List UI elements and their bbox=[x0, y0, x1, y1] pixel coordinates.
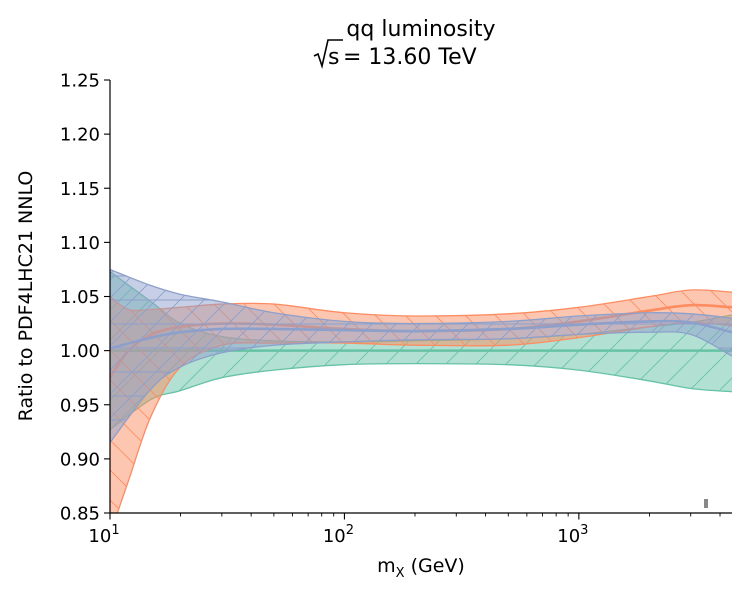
chart-title-line1: qq luminosity bbox=[346, 17, 495, 42]
blue-band-upper bbox=[110, 268, 732, 325]
y-axis-ticks: 0.85 0.90 0.95 1.00 1.05 1.10 1.15 1.20 1.25 bbox=[60, 71, 110, 525]
plot-area bbox=[110, 268, 732, 513]
blue-band-hatch bbox=[110, 269, 732, 443]
x-tick-label: 102 bbox=[323, 523, 354, 547]
chart-title-line2: s = 13.60 TeV bbox=[313, 39, 477, 70]
sqrt-symbol bbox=[313, 39, 343, 69]
corner-marker bbox=[704, 499, 708, 508]
blue-series bbox=[110, 268, 732, 444]
x-tick-label: 101 bbox=[88, 523, 119, 547]
x-axis-ticks: 101 102 103 bbox=[88, 513, 721, 547]
x-axis-label: mX (GeV) bbox=[377, 555, 465, 581]
y-tick-label: 1.15 bbox=[60, 179, 100, 200]
y-tick-label: 1.05 bbox=[60, 287, 100, 308]
y-tick-label: 1.00 bbox=[60, 341, 100, 362]
y-tick-label: 1.25 bbox=[60, 71, 100, 92]
x-tick-label: 103 bbox=[557, 523, 588, 547]
y-tick-label: 0.95 bbox=[60, 395, 100, 416]
y-axis-label: Ratio to PDF4LHC21 NNLO bbox=[15, 171, 37, 422]
chart-title-energy: = 13.60 TeV bbox=[343, 45, 477, 70]
y-tick-label: 0.90 bbox=[60, 449, 100, 470]
blue-band-lower bbox=[110, 331, 732, 444]
chart-title-sqrt-arg: s bbox=[328, 45, 339, 70]
blue-central-line bbox=[110, 319, 732, 350]
y-tick-label: 1.10 bbox=[60, 233, 100, 254]
green-band-lower bbox=[110, 362, 732, 431]
y-tick-label: 1.20 bbox=[60, 125, 100, 146]
y-tick-label: 0.85 bbox=[60, 504, 100, 525]
